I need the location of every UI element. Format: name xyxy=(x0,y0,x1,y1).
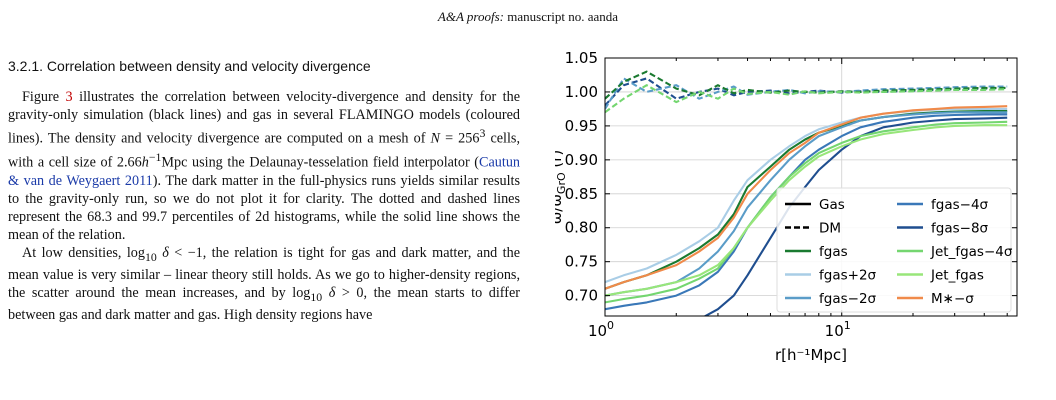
y-tick-label: 0.90 xyxy=(565,151,598,169)
line-chart: 0.70 0.75 0.80 0.85 0.90 0.95 1.00 1.05 100 101 r[… xyxy=(555,44,1045,400)
x-axis-label: r[h⁻¹Mpc] xyxy=(775,346,847,364)
y-tick-label: 0.95 xyxy=(565,117,598,135)
legend-label: fgas xyxy=(819,244,848,260)
legend-label: fgas−4σ xyxy=(931,197,989,213)
manuscript-label: manuscript no. aanda xyxy=(504,9,619,24)
figure-link[interactable]: 3 xyxy=(65,89,73,105)
citation-link[interactable]: Cautun & van de Weygaert 2011 xyxy=(8,154,521,189)
series-line xyxy=(605,113,1008,311)
legend-label: fgas−8σ xyxy=(931,221,989,237)
legend-label: fgas+2σ xyxy=(819,268,877,284)
series-line xyxy=(605,105,1008,290)
y-tick-label: 1.00 xyxy=(565,83,598,101)
legend-label: fgas−2σ xyxy=(819,291,877,307)
y-tick-label: 0.80 xyxy=(565,219,598,237)
paragraph-2: At low densities, log10 δ < −1, the rela… xyxy=(8,245,520,324)
text-column: 3.2.1. Correlation between density and v… xyxy=(8,58,520,324)
legend-label: Jet_fgas−4σ xyxy=(930,244,1013,260)
y-tick-label: 0.85 xyxy=(565,185,598,203)
legend-label: Gas xyxy=(819,197,845,213)
series-line xyxy=(605,111,1008,297)
legend-label: M∗−σ xyxy=(931,291,974,307)
y-tick-label: 0.75 xyxy=(565,253,598,271)
series-line xyxy=(605,70,1008,100)
series-line xyxy=(605,120,1008,304)
series-line xyxy=(605,124,1008,297)
journal-name: A&A proofs: xyxy=(437,9,504,24)
plot-frame xyxy=(604,57,1018,317)
paragraph-1: Figure 3 illustrates the correlation bet… xyxy=(8,89,521,244)
legend-label: Jet_fgas xyxy=(930,268,984,284)
y-tick-label: 0.70 xyxy=(565,287,598,305)
x-tick-label: 100 xyxy=(588,319,614,340)
series-line xyxy=(605,84,1008,114)
section-title: 3.2.1. Correlation between density and v… xyxy=(8,58,371,74)
legend-box xyxy=(776,187,1012,313)
legend-label: DM xyxy=(819,221,841,237)
y-tick-label: 1.05 xyxy=(565,49,598,67)
running-header: A&A proofs: manuscript no. aanda xyxy=(0,9,1056,25)
x-tick-label: 101 xyxy=(825,319,851,340)
y-axis-label: ω/ωGrO (r) xyxy=(555,150,568,225)
